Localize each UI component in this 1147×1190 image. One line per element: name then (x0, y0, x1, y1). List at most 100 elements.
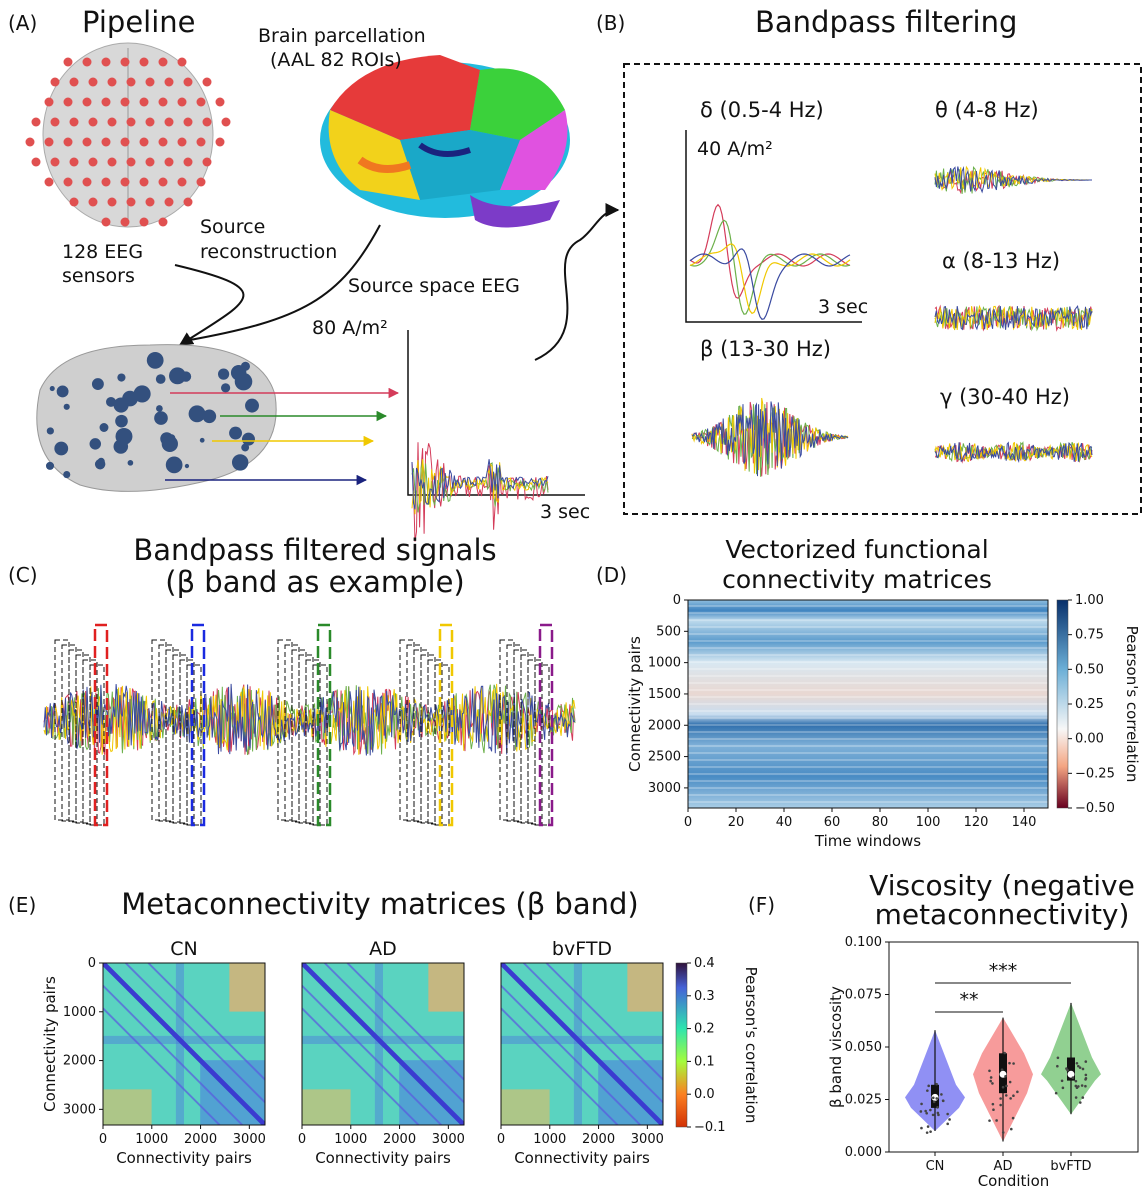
observation (931, 1113, 935, 1117)
panel-title: Vectorized functional (725, 535, 988, 564)
observation (935, 1097, 939, 1100)
observation (1078, 1066, 1082, 1069)
sensor (50, 77, 60, 87)
sensor (120, 97, 130, 107)
panel-title: Bandpass filtering (755, 5, 1017, 39)
source (115, 427, 133, 445)
sensor (183, 197, 193, 207)
colorbar-label: Pearson's correlation (1123, 626, 1141, 783)
panel-title: Bandpass filtered signals (133, 533, 496, 567)
observation (1001, 1131, 1005, 1134)
source (241, 432, 255, 446)
sensor (63, 177, 73, 187)
source (229, 426, 242, 440)
plot-frame (500, 962, 664, 1126)
source (89, 438, 101, 450)
source (133, 385, 151, 403)
sensor (82, 137, 92, 147)
sensor (126, 77, 136, 87)
window-box (316, 623, 332, 827)
x-tick-label: AD (994, 1159, 1013, 1174)
observation (929, 1108, 932, 1112)
x-tick-label: 140 (1012, 815, 1037, 830)
annotation: 128 EEG (62, 241, 143, 263)
observation (937, 1113, 940, 1117)
observation (924, 1109, 927, 1113)
y-tick-label: 0.075 (845, 988, 882, 1003)
colorbar-label: Pearson's correlation (742, 967, 760, 1124)
x-tick-label: 2000 (582, 1132, 615, 1147)
sensor (101, 57, 111, 67)
sensor (183, 157, 193, 167)
colorbar-tick-label: 1.00 (1075, 593, 1104, 608)
y-tick-label: 0 (673, 593, 681, 608)
y-tick-label: 0.100 (845, 935, 882, 950)
sensor (25, 137, 35, 147)
observation (1080, 1084, 1084, 1087)
sensor (120, 57, 130, 67)
observation (1075, 1086, 1079, 1089)
y-tick-label: 2000 (63, 1054, 96, 1069)
sensor (139, 57, 149, 67)
observation (920, 1126, 923, 1130)
annotation: 3 sec (540, 501, 590, 523)
observation (926, 1125, 930, 1128)
observation (1056, 1056, 1060, 1060)
sensor (82, 97, 92, 107)
signal-trace (934, 166, 1092, 194)
source (99, 423, 109, 432)
colorbar-tick-label: −0.50 (1075, 801, 1115, 816)
observation (1084, 1084, 1087, 1088)
sensor (158, 217, 168, 227)
window-box (438, 623, 454, 827)
x-tick-label: 3000 (432, 1132, 465, 1147)
observation (1081, 1096, 1085, 1099)
y-tick-label: 1000 (63, 1005, 96, 1020)
y-axis-label: Connectivity pairs (626, 636, 644, 772)
sensor (158, 97, 168, 107)
observation (1084, 1060, 1088, 1063)
observation (1012, 1094, 1015, 1097)
matrix (103, 963, 265, 1125)
x-tick-label: 0 (99, 1132, 107, 1147)
sensor (177, 97, 187, 107)
y-axis-label: β band viscosity (827, 986, 845, 1108)
observation (946, 1112, 949, 1116)
panel-title: metaconnectivity) (875, 898, 1130, 931)
eeg-head (25, 42, 231, 228)
sensor (177, 137, 187, 147)
sensor (69, 117, 79, 127)
axes (407, 330, 585, 496)
x-tick-label: 120 (964, 815, 989, 830)
observation (927, 1084, 930, 1088)
signal-trace (691, 401, 849, 477)
panel-label: (A) (8, 11, 37, 35)
sensor (145, 197, 155, 207)
sensor (63, 137, 73, 147)
observation (988, 1119, 991, 1122)
sensor (69, 157, 79, 167)
axes (685, 130, 862, 323)
x-tick-label: 2000 (184, 1132, 217, 1147)
observation (999, 1097, 1002, 1100)
sensor (202, 77, 212, 87)
observation (940, 1093, 943, 1096)
sensor (82, 57, 92, 67)
sensor (145, 157, 155, 167)
source-brain (36, 344, 277, 492)
observation (1077, 1064, 1080, 1068)
source (202, 409, 217, 424)
colorbar-tick-label: 0.75 (1075, 628, 1104, 643)
y-tick-label: 2500 (648, 750, 681, 765)
sensor (31, 157, 41, 167)
signal-trace (689, 203, 851, 299)
observation (936, 1106, 939, 1109)
band-label: β (13-30 Hz) (700, 337, 831, 361)
observation (1008, 1061, 1011, 1065)
signal-trace (411, 459, 549, 515)
source (234, 372, 253, 391)
panel-label: (D) (596, 563, 627, 587)
median (1067, 1070, 1075, 1078)
x-axis-label: Connectivity pairs (514, 1149, 650, 1167)
observation (935, 1082, 938, 1086)
